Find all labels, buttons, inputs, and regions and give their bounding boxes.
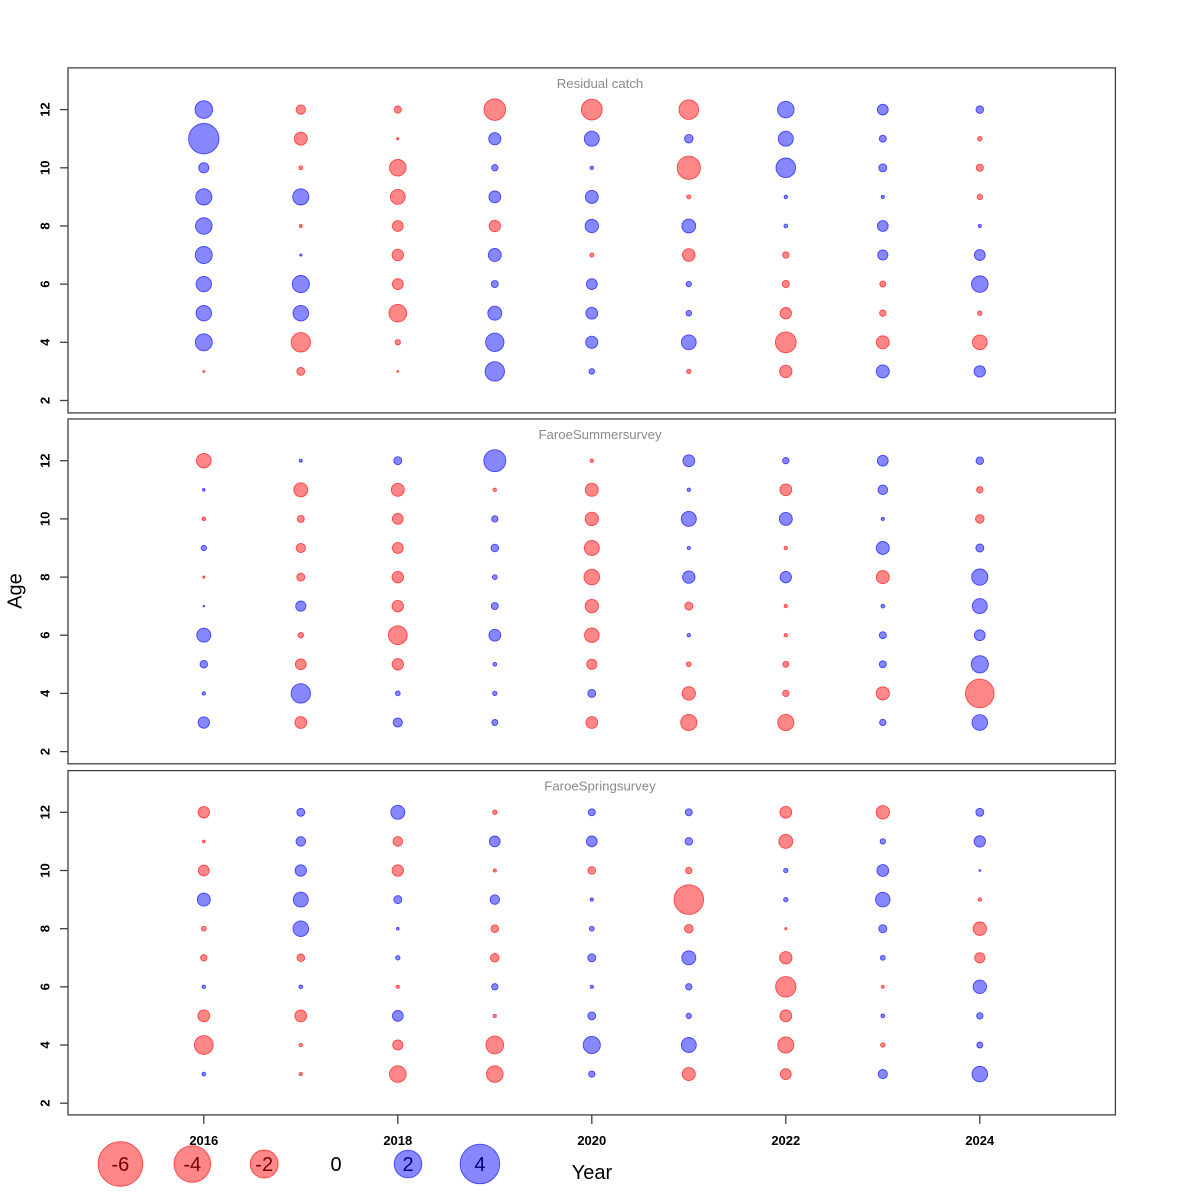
svg-text:10: 10 xyxy=(38,512,53,526)
svg-text:12: 12 xyxy=(38,805,53,819)
svg-text:2024: 2024 xyxy=(965,1133,995,1148)
svg-text:4: 4 xyxy=(38,338,53,346)
svg-text:Year: Year xyxy=(572,1162,613,1184)
svg-text:Age: Age xyxy=(5,573,27,609)
svg-text:0: 0 xyxy=(331,1154,342,1176)
svg-text:8: 8 xyxy=(38,925,53,932)
svg-text:-6: -6 xyxy=(112,1154,130,1176)
svg-text:-2: -2 xyxy=(255,1154,273,1176)
svg-text:6: 6 xyxy=(38,632,53,639)
svg-text:2018: 2018 xyxy=(383,1133,412,1148)
svg-text:10: 10 xyxy=(38,161,53,175)
svg-text:2: 2 xyxy=(402,1154,413,1176)
svg-text:2020: 2020 xyxy=(577,1133,606,1148)
svg-text:2022: 2022 xyxy=(771,1133,800,1148)
svg-text:8: 8 xyxy=(38,573,53,580)
svg-text:Residual catch: Residual catch xyxy=(557,76,644,91)
svg-text:4: 4 xyxy=(38,689,53,697)
svg-text:2016: 2016 xyxy=(189,1133,218,1148)
svg-text:FaroeSummersurvey: FaroeSummersurvey xyxy=(538,427,662,442)
svg-text:FaroeSpringsurvey: FaroeSpringsurvey xyxy=(544,779,656,794)
svg-text:6: 6 xyxy=(38,280,53,287)
svg-text:8: 8 xyxy=(38,222,53,229)
svg-text:2: 2 xyxy=(38,748,53,755)
svg-text:12: 12 xyxy=(38,102,53,116)
svg-text:-4: -4 xyxy=(183,1154,201,1176)
svg-text:2: 2 xyxy=(38,1100,53,1107)
svg-text:2: 2 xyxy=(38,397,53,404)
svg-text:4: 4 xyxy=(474,1154,485,1176)
svg-text:4: 4 xyxy=(38,1041,53,1049)
svg-text:6: 6 xyxy=(38,983,53,990)
svg-text:10: 10 xyxy=(38,863,53,877)
svg-text:12: 12 xyxy=(38,453,53,467)
